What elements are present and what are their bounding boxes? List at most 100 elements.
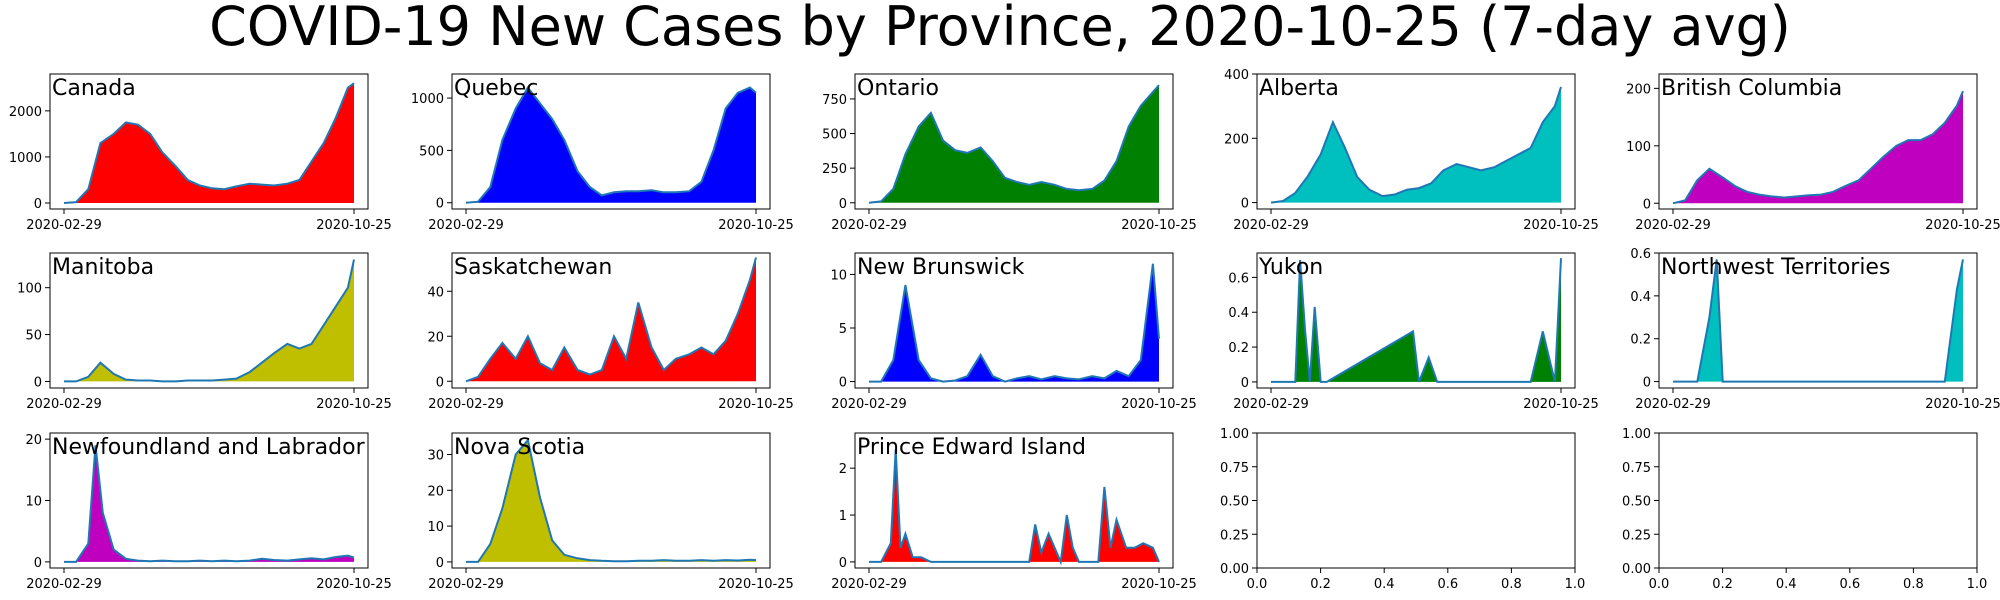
y-tick-label: 0 xyxy=(1241,197,1249,212)
y-tick-label: 0.00 xyxy=(1220,562,1249,577)
x-tick-label: 2020-02-29 xyxy=(26,397,102,412)
y-tick-label: 0 xyxy=(436,375,444,390)
y-tick-label: 500 xyxy=(419,144,444,159)
y-tick-label: 400 xyxy=(1224,68,1249,83)
x-tick-label: 2020-10-25 xyxy=(316,218,392,233)
y-tick-label: 1 xyxy=(839,509,847,524)
chart-yukon: 0 0.2 0.4 0.6 2020-02-29 2020-10-25 Yukon xyxy=(1228,252,1599,412)
series-line xyxy=(466,438,757,563)
area-fill xyxy=(869,85,1159,203)
y-tick-label: 0.50 xyxy=(1220,495,1249,510)
area-fill xyxy=(466,87,756,203)
y-tick-label: 10 xyxy=(830,268,847,283)
plot-frame xyxy=(1256,73,1576,210)
chart-saskatchewan: 0 20 40 2020-02-29 2020-10-25 Saskatchewan xyxy=(427,252,794,412)
chart-manitoba: 0 50 100 2020-02-29 2020-10-25 Manitoba xyxy=(17,252,392,412)
chart-canada: 0 1000 2000 2020-02-29 2020-10-25 Canada xyxy=(9,73,392,233)
x-tick-label: 2020-02-29 xyxy=(831,397,907,412)
plot-frame xyxy=(1658,73,1978,210)
x-tick-label: 0.4 xyxy=(1776,577,1797,592)
x-tick-label: 0.2 xyxy=(1712,577,1733,592)
plot-frame xyxy=(854,73,1174,210)
x-tick-label: 1.0 xyxy=(1967,577,1988,592)
y-tick-label: 20 xyxy=(427,484,444,499)
y-tick-label: 0 xyxy=(1241,376,1249,391)
y-tick-label: 1.00 xyxy=(1220,427,1249,442)
chart-empty-14: 0.00 0.25 0.50 0.75 1.00 0.0 0.2 0.4 0.6 0.8 1.0 xyxy=(1622,427,1987,592)
y-tick-label: 40 xyxy=(427,285,444,300)
plot-frame xyxy=(451,432,771,569)
y-tick-label: 0.25 xyxy=(1622,528,1651,543)
y-tick-label: 10 xyxy=(427,520,444,535)
y-tick-label: 200 xyxy=(1626,82,1651,97)
x-tick-label: 2020-02-29 xyxy=(831,218,907,233)
series-line xyxy=(64,445,355,563)
y-tick-label: 0 xyxy=(1643,197,1651,212)
y-tick-label: 1000 xyxy=(411,92,444,107)
chart-title: Yukon xyxy=(1258,255,1323,280)
plot-frame xyxy=(1256,432,1576,569)
area-fill xyxy=(1673,91,1963,204)
chart-title: Newfoundland and Labrador xyxy=(52,435,366,460)
plot-frame xyxy=(1658,252,1978,389)
y-tick-label: 20 xyxy=(25,433,42,448)
chart-british-columbia: 0 100 200 2020-02-29 2020-10-25 British Colum… xyxy=(1626,73,2000,233)
y-tick-label: 1000 xyxy=(9,151,42,166)
x-tick-label: 2020-02-29 xyxy=(1233,397,1309,412)
y-tick-label: 0 xyxy=(34,197,42,212)
area-fill xyxy=(869,263,1159,382)
series-line xyxy=(868,84,1160,204)
page-title: COVID-19 New Cases by Province, 2020-10-… xyxy=(209,0,1791,58)
x-tick-label: 2020-02-29 xyxy=(428,577,504,592)
y-tick-label: 0.75 xyxy=(1622,461,1651,476)
x-tick-label: 2020-02-29 xyxy=(831,577,907,592)
chart-empty-13: 0.00 0.25 0.50 0.75 1.00 0.0 0.2 0.4 0.6 0.8 1.0 xyxy=(1220,427,1585,592)
y-tick-label: 1.00 xyxy=(1622,427,1651,442)
x-tick-label: 2020-10-25 xyxy=(1925,397,2000,412)
plot-frame xyxy=(1256,252,1576,389)
y-tick-label: 0.2 xyxy=(1630,333,1651,348)
series-line xyxy=(465,257,757,383)
y-tick-label: 750 xyxy=(822,93,847,108)
series-line xyxy=(1672,90,1964,205)
plot-frame xyxy=(49,252,369,389)
y-tick-label: 100 xyxy=(17,282,42,297)
x-tick-label: 0.8 xyxy=(1501,577,1522,592)
x-tick-label: 0.0 xyxy=(1247,577,1268,592)
series-line xyxy=(1271,258,1562,383)
area-fill xyxy=(64,83,354,203)
y-tick-label: 0 xyxy=(839,197,847,212)
series-line xyxy=(1673,259,1964,383)
y-tick-label: 10 xyxy=(25,495,42,510)
x-tick-label: 2020-10-25 xyxy=(316,397,392,412)
y-tick-label: 0 xyxy=(1643,376,1651,391)
x-tick-label: 0.0 xyxy=(1649,577,1670,592)
x-tick-label: 2020-10-25 xyxy=(1121,218,1197,233)
x-tick-label: 2020-10-25 xyxy=(1925,218,2000,233)
chart-title: Saskatchewan xyxy=(454,255,612,280)
x-tick-label: 2020-10-25 xyxy=(316,577,392,592)
x-tick-label: 0.6 xyxy=(1437,577,1458,592)
y-tick-label: 0.50 xyxy=(1622,495,1651,510)
y-tick-label: 30 xyxy=(427,448,444,463)
x-tick-label: 2020-02-29 xyxy=(26,218,102,233)
x-tick-label: 2020-02-29 xyxy=(428,397,504,412)
x-tick-label: 2020-10-25 xyxy=(718,218,794,233)
y-tick-label: 2 xyxy=(839,462,847,477)
chart-alberta: 0 200 400 2020-02-29 2020-10-25 Alberta xyxy=(1224,68,1599,233)
chart-new-brunswick: 0 5 10 2020-02-29 2020-10-25 New Brunswick xyxy=(830,252,1197,412)
x-tick-label: 0.2 xyxy=(1310,577,1331,592)
chart-title: Northwest Territories xyxy=(1661,255,1890,280)
y-tick-label: 0.4 xyxy=(1630,290,1651,305)
chart-title: Nova Scotia xyxy=(454,435,585,460)
x-tick-label: 2020-10-25 xyxy=(1121,397,1197,412)
chart-ontario: 0 250 500 750 2020-02-29 2020-10-25 Ontario xyxy=(822,73,1197,233)
series-line xyxy=(869,449,1160,566)
y-tick-label: 0 xyxy=(839,556,847,571)
y-tick-label: 2000 xyxy=(9,105,42,120)
y-tick-label: 50 xyxy=(25,329,42,344)
y-tick-label: 0.00 xyxy=(1622,562,1651,577)
x-tick-label: 2020-10-25 xyxy=(1121,577,1197,592)
y-tick-label: 0.2 xyxy=(1228,341,1249,356)
